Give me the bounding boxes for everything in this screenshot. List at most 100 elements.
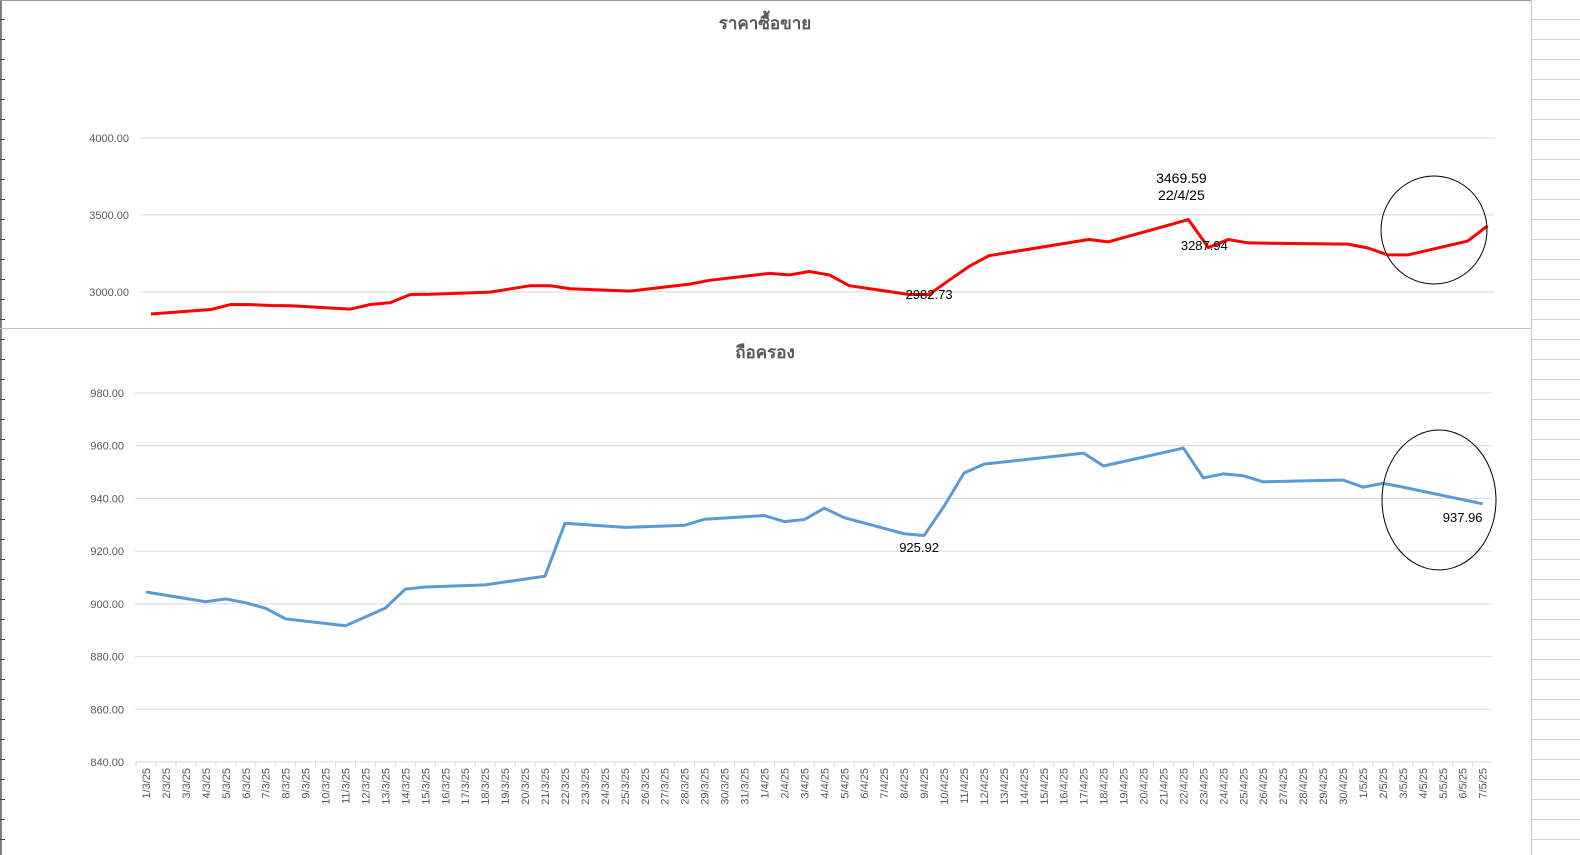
holding-line bbox=[145, 446, 1483, 628]
x-axis-date-label: 26/3/25 bbox=[640, 768, 652, 805]
x-axis-date-label: 24/3/25 bbox=[600, 768, 612, 805]
left-row-ticks bbox=[0, 0, 5, 855]
x-axis-date-label: 12/4/25 bbox=[979, 768, 991, 805]
x-axis-date-label: 4/4/25 bbox=[819, 768, 831, 799]
x-axis-date-label: 7/3/25 bbox=[261, 768, 273, 799]
price-dip-value-label: 3287.94 bbox=[1181, 238, 1228, 253]
x-axis-date-label: 29/4/25 bbox=[1318, 768, 1330, 805]
holding-x-axis: 1/3/25 2/3/25 3/3/25 4/3/25 5/3/25 6/3/25 7/3/… bbox=[135, 762, 1490, 805]
x-axis-date-label: 2/4/25 bbox=[779, 768, 791, 799]
price-chart: ราคาซื้อขาย 3000.00 3500.00 4000.00 3469.5… bbox=[89, 10, 1495, 316]
spreadsheet-cells-right bbox=[1531, 0, 1580, 855]
x-axis-date-label: 12/3/25 bbox=[360, 768, 372, 805]
x-axis-date-label: 22/4/25 bbox=[1178, 768, 1190, 805]
x-axis-date-label: 2/3/25 bbox=[161, 768, 173, 799]
x-axis-date-label: 30/3/25 bbox=[720, 768, 732, 805]
price-y-ticks: 3000.00 3500.00 4000.00 bbox=[89, 133, 129, 299]
holding-y-tick-label: 840.00 bbox=[90, 757, 124, 769]
x-axis-date-label: 19/3/25 bbox=[500, 768, 512, 805]
x-axis-date-label: 25/3/25 bbox=[620, 768, 632, 805]
x-axis-date-label: 18/4/25 bbox=[1099, 768, 1111, 805]
holding-y-tick-label: 960.00 bbox=[90, 441, 124, 453]
x-axis-date-label: 28/3/25 bbox=[680, 768, 692, 805]
x-axis-date-label: 10/3/25 bbox=[321, 768, 333, 805]
x-axis-date-label: 14/3/25 bbox=[400, 768, 412, 805]
holding-y-tick-label: 940.00 bbox=[90, 493, 124, 505]
holding-annotations: 925.92 937.96 bbox=[899, 510, 1482, 555]
x-axis-date-label: 20/4/25 bbox=[1139, 768, 1151, 805]
holding-y-tick-label: 920.00 bbox=[90, 546, 124, 558]
price-gridlines bbox=[140, 137, 1495, 293]
x-axis-date-label: 24/4/25 bbox=[1218, 768, 1230, 805]
x-axis-date-label: 20/3/25 bbox=[520, 768, 532, 805]
x-axis-date-label: 3/5/25 bbox=[1398, 768, 1410, 799]
x-axis-date-label: 8/4/25 bbox=[899, 768, 911, 799]
x-axis-date-label: 21/4/25 bbox=[1158, 768, 1170, 805]
x-axis-date-label: 3/3/25 bbox=[181, 768, 193, 799]
holding-gridlines bbox=[135, 392, 1492, 763]
x-axis-date-label: 27/4/25 bbox=[1278, 768, 1290, 805]
price-peak-value-label: 3469.59 bbox=[1156, 170, 1207, 186]
x-axis-date-label: 28/4/25 bbox=[1298, 768, 1310, 805]
x-axis-date-label: 2/5/25 bbox=[1378, 768, 1390, 799]
x-axis-date-label: 16/4/25 bbox=[1059, 768, 1071, 805]
x-axis-date-label: 15/4/25 bbox=[1039, 768, 1051, 805]
x-axis-date-label: 21/3/25 bbox=[540, 768, 552, 805]
price-line bbox=[150, 218, 1489, 316]
x-axis-date-label: 29/3/25 bbox=[700, 768, 712, 805]
x-axis-date-label: 5/4/25 bbox=[839, 768, 851, 799]
chart-separator bbox=[0, 328, 1531, 329]
x-axis-date-label: 27/3/25 bbox=[660, 768, 672, 805]
x-axis-date-label: 14/4/25 bbox=[1019, 768, 1031, 805]
x-axis-date-label: 8/3/25 bbox=[281, 768, 293, 799]
x-axis-date-label: 11/4/25 bbox=[959, 768, 971, 804]
x-axis-date-label: 26/4/25 bbox=[1258, 768, 1270, 805]
x-axis-date-label: 23/4/25 bbox=[1198, 768, 1210, 805]
price-peak-date-label: 22/4/25 bbox=[1158, 187, 1205, 203]
price-low-value-label: 2982.73 bbox=[906, 287, 953, 302]
x-axis-date-label: 1/3/25 bbox=[141, 768, 153, 799]
top-border bbox=[0, 0, 1531, 1]
x-axis-date-label: 22/3/25 bbox=[560, 768, 572, 805]
x-axis-date-label: 16/3/25 bbox=[440, 768, 452, 805]
holding-y-tick-label: 880.00 bbox=[90, 652, 124, 664]
x-axis-date-label: 7/4/25 bbox=[879, 768, 891, 799]
x-axis-date-label: 31/3/25 bbox=[740, 768, 752, 805]
holding-low-value-label: 925.92 bbox=[899, 540, 939, 555]
x-axis-date-label: 30/4/25 bbox=[1338, 768, 1350, 805]
x-axis-date-label: 13/4/25 bbox=[999, 768, 1011, 805]
holding-y-tick-label: 860.00 bbox=[90, 704, 124, 716]
x-axis-date-label: 18/3/25 bbox=[480, 768, 492, 805]
x-axis-date-label: 6/5/25 bbox=[1458, 768, 1470, 799]
x-axis-date-label: 9/4/25 bbox=[919, 768, 931, 799]
holding-series bbox=[145, 446, 1483, 628]
price-highlight-circle bbox=[1380, 175, 1488, 285]
holding-chart-title: ถือครอง bbox=[735, 342, 795, 363]
x-axis-date-label: 1/4/25 bbox=[759, 768, 771, 799]
x-axis-date-label: 11/3/25 bbox=[341, 768, 353, 804]
holding-chart: ถือครอง 840.00 860.00 880.00 900.00 920.00 94… bbox=[90, 342, 1497, 805]
price-y-tick-label: 3500.00 bbox=[89, 210, 129, 222]
x-axis-date-label: 10/4/25 bbox=[939, 768, 951, 805]
x-axis-date-label: 23/3/25 bbox=[580, 768, 592, 805]
holding-last-value-label: 937.96 bbox=[1443, 510, 1483, 525]
x-axis-date-label: 5/3/25 bbox=[221, 768, 233, 799]
holding-y-tick-label: 980.00 bbox=[90, 388, 124, 400]
x-axis-date-label: 17/4/25 bbox=[1079, 768, 1091, 805]
holding-y-ticks: 840.00 860.00 880.00 900.00 920.00 940.00 960.… bbox=[90, 388, 124, 769]
x-axis-date-label: 19/4/25 bbox=[1119, 768, 1131, 805]
price-y-tick-label: 3000.00 bbox=[89, 287, 129, 299]
x-axis-date-label: 13/3/25 bbox=[380, 768, 392, 805]
x-axis-date-label: 6/4/25 bbox=[859, 768, 871, 799]
price-series bbox=[150, 218, 1489, 316]
x-axis-date-label: 9/3/25 bbox=[301, 768, 313, 799]
holding-y-tick-label: 900.00 bbox=[90, 599, 124, 611]
x-axis-date-label: 3/4/25 bbox=[799, 768, 811, 799]
x-axis-date-label: 4/3/25 bbox=[201, 768, 213, 799]
x-axis-date-label: 6/3/25 bbox=[241, 768, 253, 799]
x-axis-date-label: 7/5/25 bbox=[1478, 768, 1490, 799]
holding-highlight-circle bbox=[1381, 429, 1497, 571]
x-axis-date-label: 5/5/25 bbox=[1438, 768, 1450, 799]
price-y-tick-label: 4000.00 bbox=[89, 133, 129, 145]
